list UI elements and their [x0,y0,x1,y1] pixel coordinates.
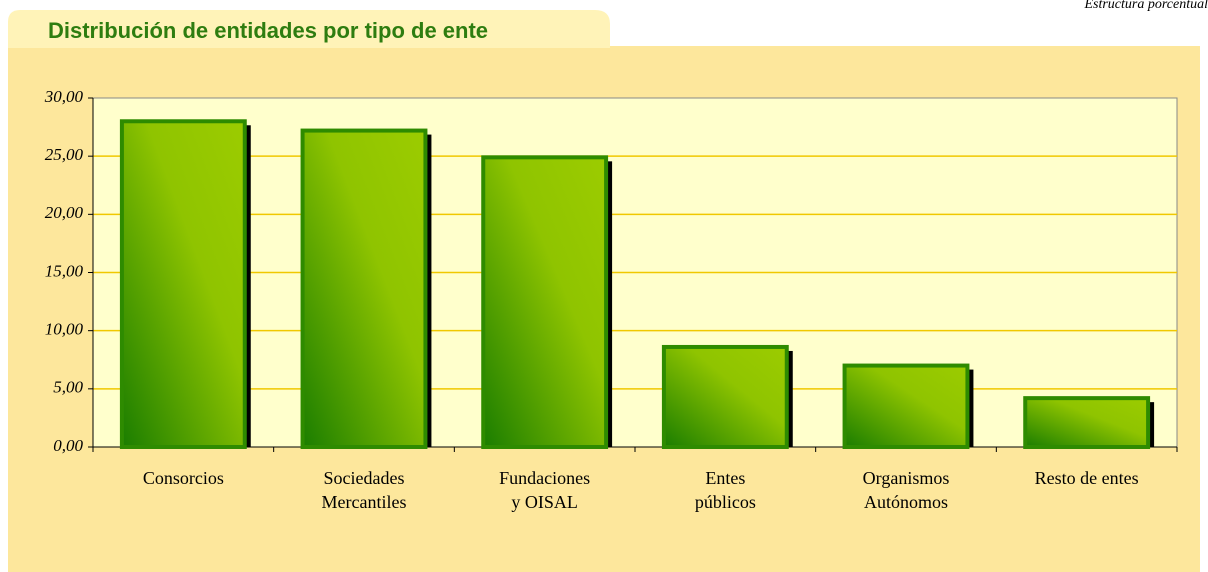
bar [842,363,970,450]
y-tick-label: 10,00 [45,320,84,339]
title-tab [8,10,610,48]
x-tick-label: públicos [695,492,756,512]
x-tick-label: Entes [705,468,745,488]
x-tick-label: Organismos [863,468,950,488]
x-tick-label: Sociedades [324,468,405,488]
bar [481,155,609,450]
subtitle: Estructura porcentual [1083,0,1208,12]
chart-title: Distribución de entidades por tipo de en… [48,18,488,43]
x-tick-label: Consorcios [143,468,224,488]
y-tick-label: 30,00 [44,87,84,106]
x-tick-label: Resto de entes [1035,468,1139,488]
x-tick-label: y OISAL [511,492,578,512]
y-tick-label: 0,00 [53,436,83,455]
x-tick-label: Autónomos [864,492,948,512]
bar [1023,396,1151,450]
x-tick-label: Mercantiles [322,492,407,512]
bar [661,344,789,450]
y-tick-label: 25,00 [45,145,84,164]
x-tick-label: Fundaciones [499,468,590,488]
bar [300,128,428,449]
y-tick-label: 20,00 [45,203,84,222]
y-tick-label: 5,00 [53,378,83,397]
y-tick-label: 15,00 [45,261,84,280]
bar [119,119,247,450]
